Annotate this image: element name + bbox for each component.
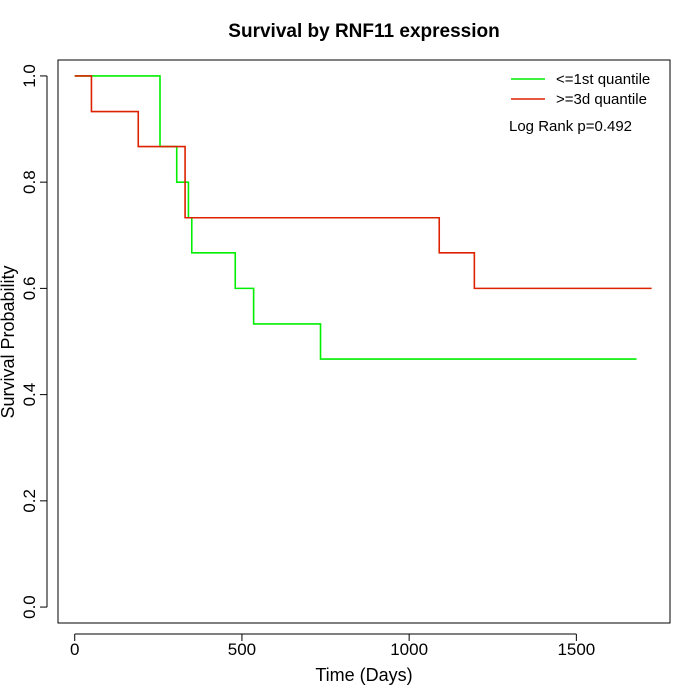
x-tick-label: 1500 bbox=[557, 640, 595, 659]
y-tick-label: 1.0 bbox=[20, 64, 39, 88]
y-axis: 0.0 0.2 0.4 0.6 0.8 1.0 bbox=[20, 64, 48, 619]
y-tick-label: 0.0 bbox=[20, 595, 39, 619]
x-tick-label: 500 bbox=[228, 640, 256, 659]
legend: <=1st quantile >=3d quantile bbox=[511, 71, 650, 108]
series-layer bbox=[74, 75, 652, 360]
y-tick-label: 0.2 bbox=[20, 489, 39, 513]
log-rank-annotation: Log Rank p=0.492 bbox=[509, 118, 632, 135]
x-tick-label: 1000 bbox=[390, 640, 428, 659]
x-axis-label: Time (Days) bbox=[315, 665, 412, 685]
x-axis: 0 500 1000 1500 bbox=[70, 633, 595, 659]
y-tick-label: 0.6 bbox=[20, 277, 39, 301]
x-tick-label: 0 bbox=[70, 640, 79, 659]
legend-label-series-1: <=1st quantile bbox=[556, 71, 650, 88]
y-tick-label: 0.4 bbox=[20, 383, 39, 407]
chart-title: Survival by RNF11 expression bbox=[228, 21, 499, 42]
plot-frame bbox=[57, 59, 671, 624]
legend-label-series-2: >=3d quantile bbox=[556, 91, 647, 108]
y-axis-label: Survival Probability bbox=[0, 265, 18, 418]
y-tick-label: 0.8 bbox=[20, 170, 39, 194]
survival-curve-series-2 bbox=[74, 75, 652, 290]
